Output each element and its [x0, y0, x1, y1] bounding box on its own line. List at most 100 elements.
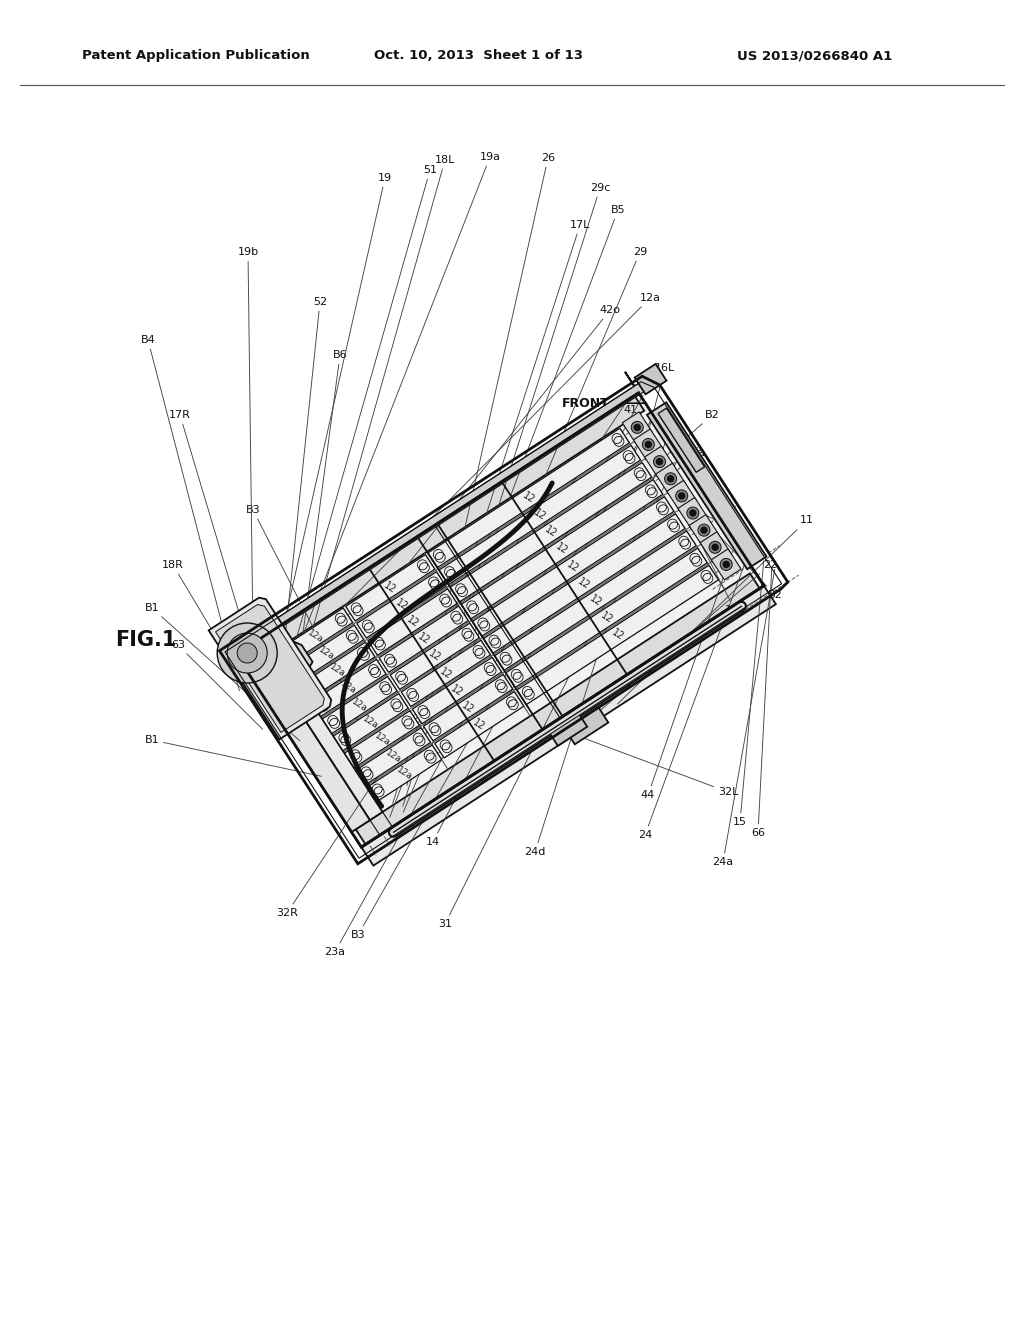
Polygon shape: [424, 675, 513, 741]
Polygon shape: [390, 623, 479, 689]
Polygon shape: [634, 429, 664, 461]
Text: B6: B6: [295, 350, 347, 690]
Polygon shape: [355, 573, 760, 845]
Polygon shape: [644, 446, 675, 477]
Text: B5: B5: [390, 205, 626, 817]
Polygon shape: [311, 660, 386, 717]
Text: 12: 12: [427, 648, 442, 664]
Circle shape: [653, 455, 666, 467]
Circle shape: [634, 425, 640, 430]
Text: 29c: 29c: [402, 183, 610, 807]
Polygon shape: [549, 713, 587, 746]
Polygon shape: [461, 479, 663, 619]
Polygon shape: [241, 396, 644, 667]
Text: 12: 12: [609, 627, 626, 643]
Polygon shape: [355, 727, 430, 785]
Circle shape: [723, 561, 729, 568]
Text: B4: B4: [140, 335, 240, 690]
Text: 17L: 17L: [392, 220, 590, 804]
Polygon shape: [647, 403, 767, 569]
Text: 42o: 42o: [390, 305, 621, 587]
Text: 41: 41: [623, 405, 650, 465]
Text: 12a: 12a: [313, 293, 660, 636]
Text: B2: B2: [662, 411, 720, 459]
Text: 12a: 12a: [350, 697, 370, 713]
Text: B1: B1: [144, 735, 322, 776]
Circle shape: [665, 473, 677, 484]
Polygon shape: [700, 532, 730, 562]
Polygon shape: [625, 372, 764, 586]
Polygon shape: [356, 572, 446, 638]
Circle shape: [227, 634, 267, 673]
Circle shape: [701, 527, 707, 533]
Text: 12a: 12a: [688, 519, 745, 615]
Text: 12: 12: [416, 631, 431, 647]
Circle shape: [720, 558, 732, 570]
Text: 14: 14: [426, 429, 647, 847]
Polygon shape: [289, 626, 364, 682]
Polygon shape: [712, 549, 741, 579]
Text: 12: 12: [577, 576, 592, 591]
Polygon shape: [428, 428, 630, 568]
Text: 12: 12: [438, 665, 454, 681]
Text: 31: 31: [438, 446, 684, 929]
Polygon shape: [565, 708, 608, 744]
Text: 12a: 12a: [394, 766, 414, 781]
Text: 12: 12: [404, 615, 421, 630]
Polygon shape: [264, 649, 383, 820]
Circle shape: [631, 421, 643, 433]
Text: 12a: 12a: [384, 748, 402, 764]
Text: 24d: 24d: [524, 433, 668, 857]
Circle shape: [690, 510, 696, 516]
Polygon shape: [368, 589, 457, 655]
Text: 19a: 19a: [301, 152, 501, 640]
Text: Oct. 10, 2013  Sheet 1 of 13: Oct. 10, 2013 Sheet 1 of 13: [374, 49, 583, 62]
Polygon shape: [439, 445, 641, 585]
Text: FRONT: FRONT: [561, 397, 609, 409]
Polygon shape: [623, 412, 652, 444]
Text: B3: B3: [246, 663, 365, 723]
Text: 51: 51: [292, 165, 437, 653]
Text: 32R: 32R: [276, 381, 640, 917]
Circle shape: [645, 441, 651, 447]
Text: 15: 15: [733, 561, 764, 828]
Circle shape: [238, 643, 257, 663]
Polygon shape: [216, 605, 325, 733]
Text: 26: 26: [408, 153, 555, 785]
Polygon shape: [334, 693, 409, 751]
Text: 12: 12: [450, 682, 465, 698]
Polygon shape: [401, 640, 490, 706]
Text: 12: 12: [531, 507, 548, 523]
Polygon shape: [344, 710, 420, 768]
Text: 29: 29: [403, 247, 647, 812]
Circle shape: [709, 541, 721, 553]
Polygon shape: [658, 408, 705, 473]
Circle shape: [712, 544, 718, 550]
Text: 12: 12: [554, 541, 570, 557]
Text: 18L: 18L: [303, 154, 456, 663]
Polygon shape: [472, 496, 674, 636]
Text: 24a: 24a: [713, 569, 775, 867]
Circle shape: [668, 475, 674, 482]
Text: 63: 63: [171, 640, 262, 729]
Circle shape: [656, 458, 663, 465]
Polygon shape: [243, 638, 312, 698]
Circle shape: [642, 438, 654, 450]
Circle shape: [217, 623, 278, 682]
Text: 12: 12: [460, 700, 476, 715]
Text: 22: 22: [587, 560, 777, 722]
Polygon shape: [655, 463, 685, 494]
Polygon shape: [237, 393, 764, 847]
Text: 52: 52: [281, 297, 327, 682]
Text: B3: B3: [246, 506, 344, 688]
Polygon shape: [451, 462, 651, 602]
Circle shape: [698, 524, 710, 536]
Text: 12a: 12a: [678, 502, 745, 535]
Polygon shape: [506, 548, 708, 688]
Polygon shape: [346, 554, 435, 620]
Text: 24: 24: [638, 552, 749, 840]
Polygon shape: [517, 565, 719, 705]
Text: 16L: 16L: [645, 363, 675, 445]
Text: 66: 66: [751, 568, 772, 838]
Text: 19b: 19b: [238, 247, 259, 688]
